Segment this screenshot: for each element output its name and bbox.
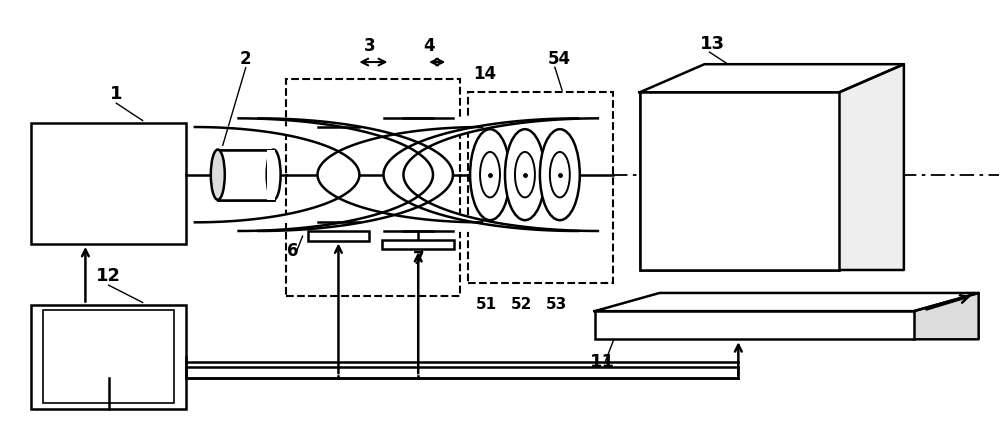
Ellipse shape xyxy=(211,150,225,200)
Ellipse shape xyxy=(267,150,281,200)
Bar xyxy=(595,311,914,339)
Ellipse shape xyxy=(550,152,570,198)
Ellipse shape xyxy=(540,129,580,220)
Ellipse shape xyxy=(470,129,510,220)
Text: 52: 52 xyxy=(511,297,532,312)
Bar xyxy=(31,305,186,409)
Bar xyxy=(31,123,186,244)
Bar xyxy=(43,310,174,403)
Bar xyxy=(286,79,460,296)
Bar xyxy=(640,92,839,270)
Text: 53: 53 xyxy=(546,297,567,312)
Text: 3: 3 xyxy=(363,37,375,55)
Bar xyxy=(267,150,275,200)
Ellipse shape xyxy=(505,129,545,220)
Text: 12: 12 xyxy=(96,267,121,285)
Text: 6: 6 xyxy=(287,242,298,260)
Ellipse shape xyxy=(480,152,500,198)
Text: 51: 51 xyxy=(476,297,497,312)
Ellipse shape xyxy=(540,129,580,220)
Text: 13: 13 xyxy=(699,35,724,53)
Bar xyxy=(218,150,274,200)
Ellipse shape xyxy=(515,152,535,198)
Polygon shape xyxy=(239,118,578,231)
Bar xyxy=(468,92,613,283)
Text: 14: 14 xyxy=(473,65,496,83)
Text: 11: 11 xyxy=(590,354,615,371)
Polygon shape xyxy=(640,64,904,92)
Ellipse shape xyxy=(470,129,510,220)
Ellipse shape xyxy=(505,129,545,220)
Polygon shape xyxy=(259,118,598,231)
Text: 7: 7 xyxy=(413,250,425,268)
Polygon shape xyxy=(195,127,482,222)
Polygon shape xyxy=(914,293,979,339)
Text: 1: 1 xyxy=(110,85,123,103)
Text: 4: 4 xyxy=(423,37,435,55)
Polygon shape xyxy=(839,64,904,270)
Polygon shape xyxy=(595,293,979,311)
Bar xyxy=(640,92,839,270)
Text: 54: 54 xyxy=(548,50,571,68)
Bar xyxy=(308,231,369,241)
Bar xyxy=(382,240,454,249)
Text: 2: 2 xyxy=(240,50,252,68)
